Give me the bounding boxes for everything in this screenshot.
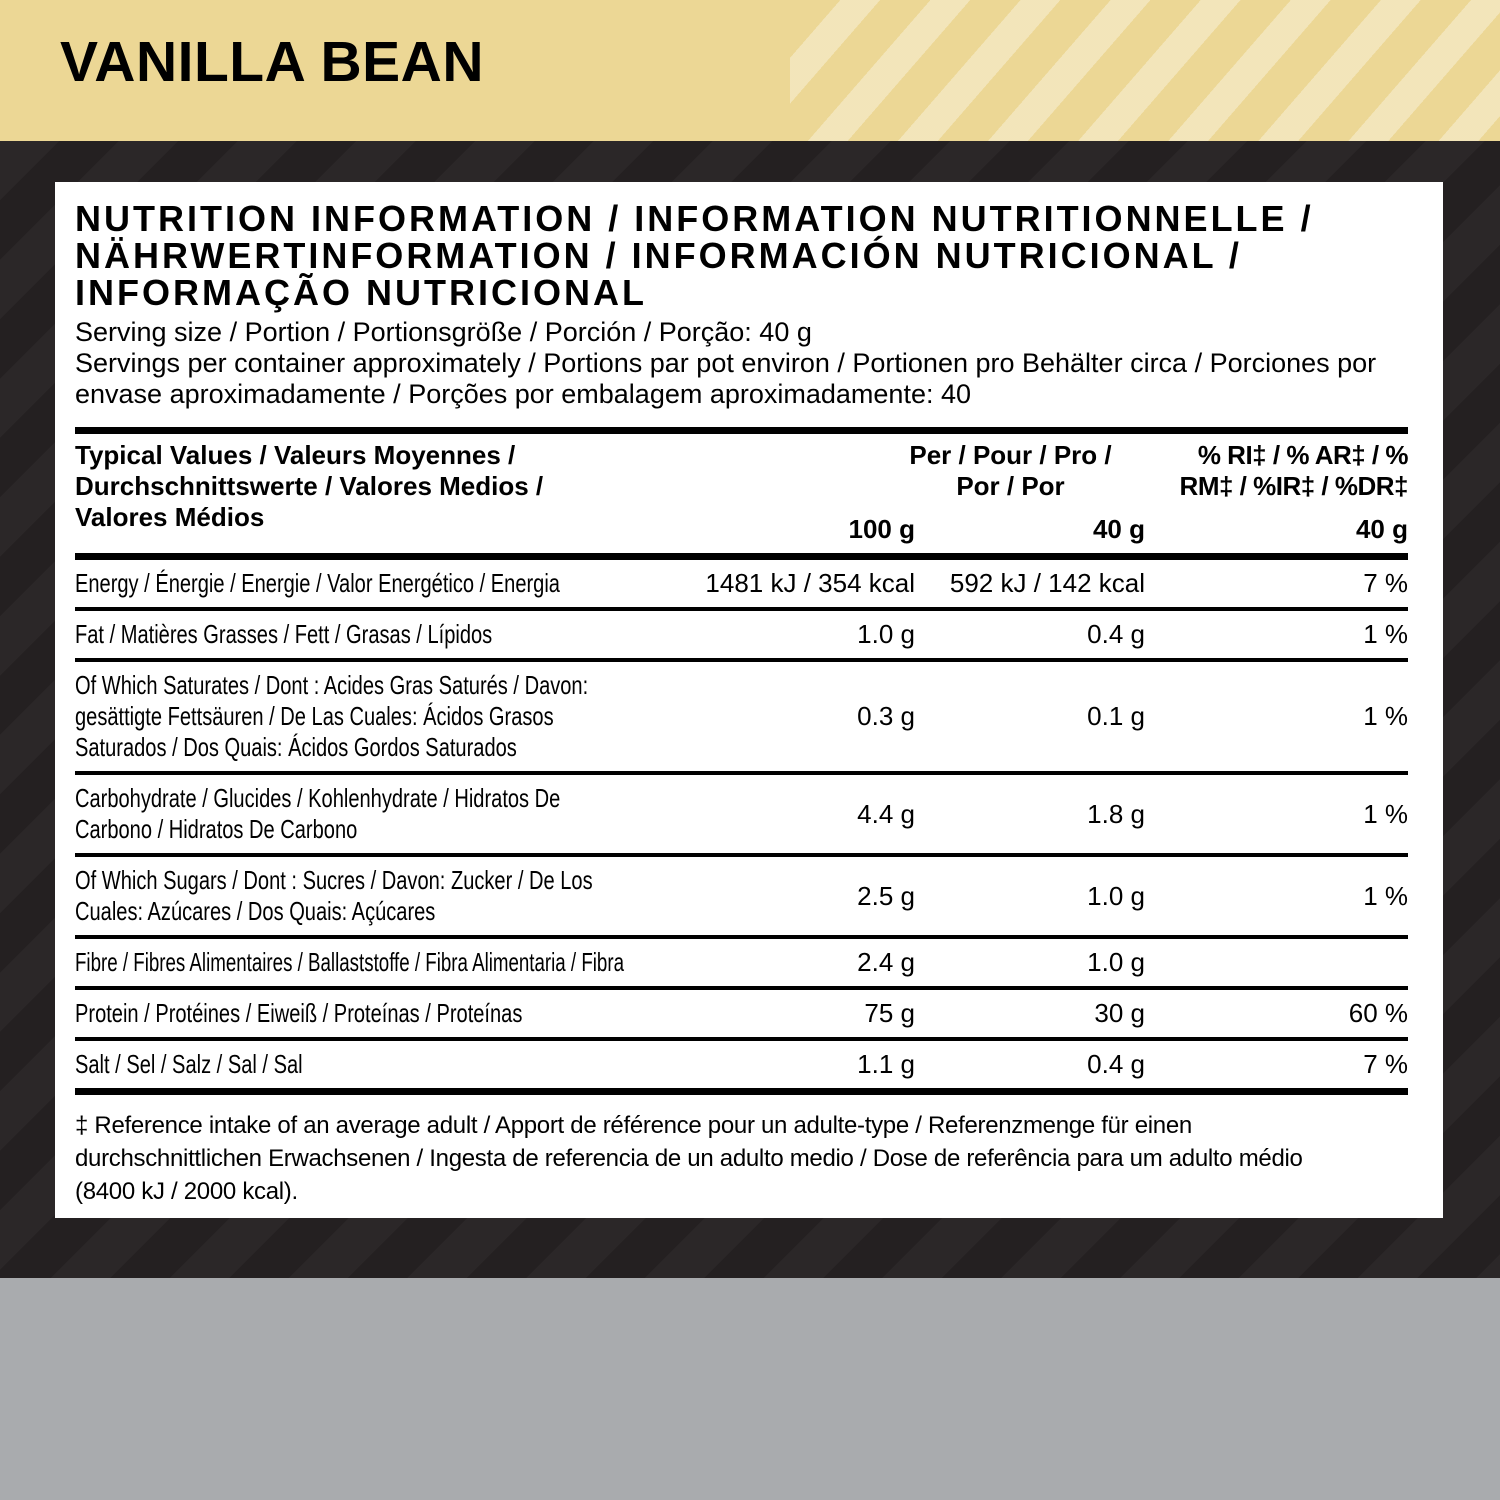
value-percent-ri: 60 % xyxy=(1348,998,1408,1028)
row-label: Of Which Saturates / Dont : Acides Gras … xyxy=(75,670,589,762)
header-reference-intake: % RI‡ / % AR‡ / % RM‡ / %IR‡ / %DR‡ xyxy=(1179,440,1409,501)
row-label: Carbohydrate / Glucides / Kohlenhydrate … xyxy=(75,783,561,844)
row-label: Fat / Matières Grasses / Fett / Grasas /… xyxy=(75,619,493,649)
table-row: Energy / Énergie / Energie / Valor Energ… xyxy=(75,560,1408,611)
value-per-100g: 1.1 g xyxy=(857,1049,915,1079)
value-per-100g: 2.5 g xyxy=(857,880,915,911)
value-percent-ri: 7 % xyxy=(1363,1049,1408,1079)
value-percent-ri: 1 % xyxy=(1363,798,1408,829)
header-typical-values: Typical Values / Valeurs Moyennes / Durc… xyxy=(75,440,544,532)
value-percent-ri: 7 % xyxy=(1363,568,1408,598)
value-percent-ri: 1 % xyxy=(1363,701,1408,731)
row-label: Energy / Énergie / Energie / Valor Energ… xyxy=(75,568,560,598)
value-per-100g: 75 g xyxy=(864,998,915,1028)
table-row: Fat / Matières Grasses / Fett / Grasas /… xyxy=(75,611,1408,662)
table-row: Fibre / Fibres Alimentaires / Ballaststo… xyxy=(75,939,1408,990)
row-label: Fibre / Fibres Alimentaires / Ballaststo… xyxy=(75,947,624,977)
flavor-banner: VANILLA BEAN xyxy=(0,0,1500,141)
nutrition-card: NUTRITION INFORMATION / INFORMATION NUTR… xyxy=(55,182,1443,1218)
value-per-100g: 0.3 g xyxy=(857,701,915,731)
banner-diagonal-stripes xyxy=(790,0,1500,141)
table-row: Of Which Sugars / Dont : Sucres / Davon:… xyxy=(75,857,1408,939)
bottom-gray-bar xyxy=(0,1278,1500,1500)
row-label: Protein / Protéines / Eiweiß / Proteínas… xyxy=(75,998,523,1028)
value-per-40g: 592 kJ / 142 kcal xyxy=(949,568,1145,598)
value-per-40g: 1.0 g xyxy=(1087,880,1145,911)
table-row: Of Which Saturates / Dont : Acides Gras … xyxy=(75,662,1408,775)
nutrition-table-body: Energy / Énergie / Energie / Valor Energ… xyxy=(75,560,1408,1095)
table-row: Protein / Protéines / Eiweiß / Proteínas… xyxy=(75,990,1408,1041)
table-header: Typical Values / Valeurs Moyennes / Durc… xyxy=(75,427,1409,560)
flavor-title: VANILLA BEAN xyxy=(60,30,484,94)
row-label: Salt / Sel / Salz / Sal / Sal xyxy=(75,1049,303,1079)
value-per-100g: 1481 kJ / 354 kcal xyxy=(705,568,915,598)
value-percent-ri: 1 % xyxy=(1363,880,1408,911)
value-per-40g: 0.4 g xyxy=(1087,1049,1145,1079)
header-col-ri-40g: 40 g xyxy=(1355,514,1408,544)
serving-size-line: Serving size / Portion / Portionsgröße /… xyxy=(75,317,812,347)
value-per-100g: 1.0 g xyxy=(857,619,915,649)
value-per-100g: 4.4 g xyxy=(857,798,915,829)
row-label: Of Which Sugars / Dont : Sucres / Davon:… xyxy=(75,865,593,926)
servings-per-container-line: Servings per container approximately / P… xyxy=(75,348,1377,409)
table-row: Carbohydrate / Glucides / Kohlenhydrate … xyxy=(75,775,1408,857)
header-per: Per / Pour / Pro / Por / Por xyxy=(909,440,1112,501)
value-per-40g: 30 g xyxy=(1094,998,1145,1028)
reference-intake-footnote: ‡ Reference intake of an average adult /… xyxy=(75,1112,1303,1205)
value-per-100g: 2.4 g xyxy=(857,947,915,977)
value-per-40g: 0.4 g xyxy=(1087,619,1145,649)
header-col-40g: 40 g xyxy=(1092,514,1145,544)
value-per-40g: 1.0 g xyxy=(1087,947,1145,977)
nutrition-title: NUTRITION INFORMATION / INFORMATION NUTR… xyxy=(75,198,1314,313)
value-per-40g: 0.1 g xyxy=(1087,701,1145,731)
table-row: Salt / Sel / Salz / Sal / Sal 1.1 g 0.4 … xyxy=(75,1041,1408,1095)
header-col-100g: 100 g xyxy=(848,514,916,544)
value-percent-ri: 1 % xyxy=(1363,619,1408,649)
value-per-40g: 1.8 g xyxy=(1087,798,1145,829)
